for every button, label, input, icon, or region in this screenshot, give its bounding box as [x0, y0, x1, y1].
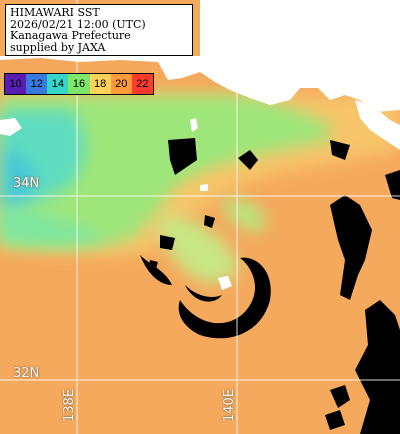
- lat-label-34n: 34N: [13, 176, 40, 191]
- legend-cell-16: 16: [68, 74, 90, 94]
- cold-water: [0, 110, 110, 244]
- info-region: Kanagawa Prefecture: [10, 29, 131, 42]
- legend-cell-12: 12: [26, 74, 48, 94]
- legend-cell-18: 18: [89, 74, 111, 94]
- info-source: supplied by JAXA: [10, 40, 106, 54]
- legend-cell-10: 10: [5, 74, 27, 94]
- info-datetime: 2026/02/21 12:00 (UTC): [10, 17, 146, 31]
- land-mask: [0, 0, 400, 290]
- cloud-mask: [140, 138, 400, 434]
- legend-cell-14: 14: [47, 74, 69, 94]
- lon-label-140e: 140E: [222, 388, 237, 422]
- lon-label-138e: 138E: [62, 388, 77, 422]
- color-legend: 10 12 14 16 18 20 22: [4, 73, 154, 95]
- lat-label-32n: 32N: [13, 366, 40, 381]
- info-title: HIMAWARI SST: [10, 6, 100, 19]
- legend-cell-22: 22: [131, 74, 153, 94]
- info-box: HIMAWARI SST 2026/02/21 12:00 (UTC) Kana…: [5, 4, 193, 56]
- legend-cell-20: 20: [110, 74, 132, 94]
